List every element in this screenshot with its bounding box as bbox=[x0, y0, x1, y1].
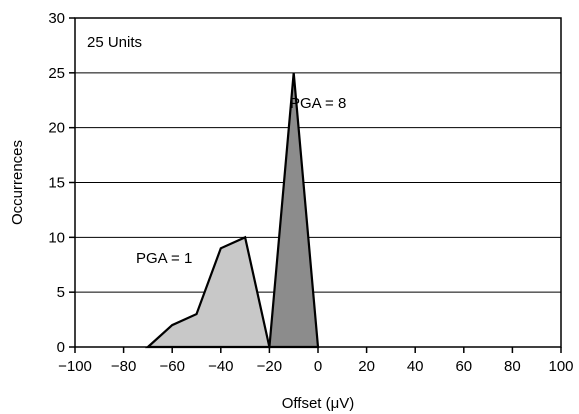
x-tick-label: 20 bbox=[358, 358, 375, 375]
y-axis-label: Occurrences bbox=[9, 140, 26, 225]
x-tick-label: −20 bbox=[257, 358, 282, 375]
y-tick-label: 30 bbox=[48, 10, 65, 27]
x-tick-label: −40 bbox=[208, 358, 233, 375]
series-area-2 bbox=[268, 72, 320, 349]
series-areas bbox=[145, 72, 320, 349]
x-tick-label: 80 bbox=[504, 358, 521, 375]
grid-lines bbox=[75, 72, 561, 293]
y-tick-label: 25 bbox=[48, 65, 65, 82]
x-tick-label: 60 bbox=[455, 358, 472, 375]
y-tick-label: 20 bbox=[48, 120, 65, 137]
x-axis-label: Offset (μV) bbox=[282, 395, 355, 412]
y-tick-label: 10 bbox=[48, 229, 65, 246]
x-tick-label: 0 bbox=[314, 358, 322, 375]
x-tick-label: −100 bbox=[58, 358, 92, 375]
x-tick-label: 40 bbox=[407, 358, 424, 375]
y-axis-ticks: 0 5 10 15 20 25 30 bbox=[48, 10, 75, 356]
inset-text: 25 Units bbox=[87, 34, 142, 51]
y-tick-label: 5 bbox=[57, 284, 65, 301]
x-tick-label: −60 bbox=[159, 358, 184, 375]
series-label-pga-1: PGA = 1 bbox=[136, 250, 192, 267]
x-tick-label: −80 bbox=[111, 358, 136, 375]
series-label-pga-8: PGA = 8 bbox=[290, 95, 346, 112]
y-tick-label: 0 bbox=[57, 339, 65, 356]
x-tick-label: 100 bbox=[548, 358, 573, 375]
y-tick-label: 15 bbox=[48, 175, 65, 192]
x-axis-ticks: −100 −80 −60 −40 −20 0 20 40 60 80 100 bbox=[58, 347, 574, 375]
